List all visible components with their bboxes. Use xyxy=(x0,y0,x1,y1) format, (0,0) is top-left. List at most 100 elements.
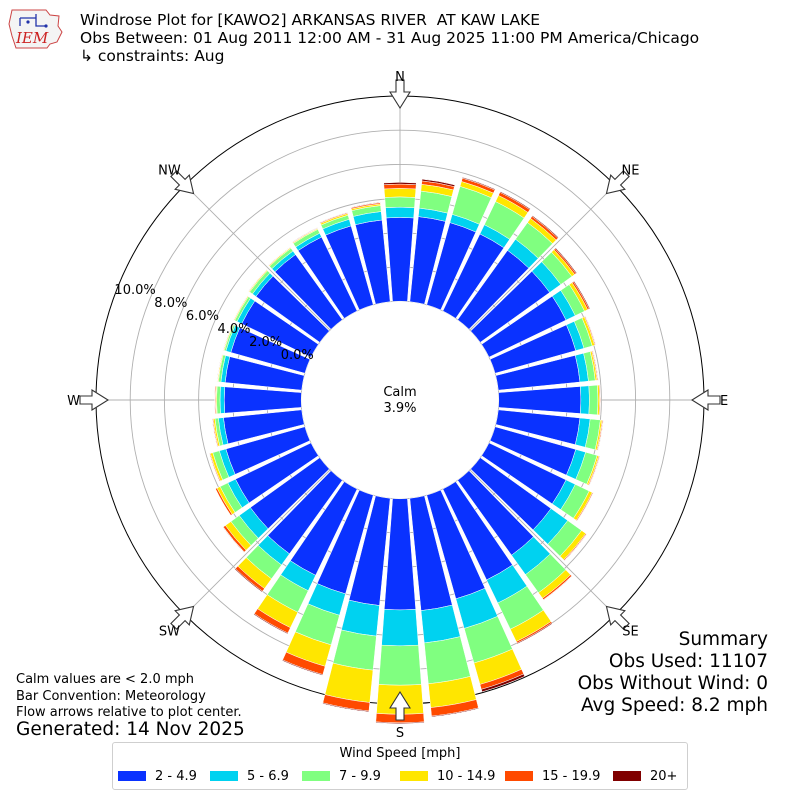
direction-label-n: N xyxy=(395,70,405,85)
direction-label-e: E xyxy=(720,394,728,409)
grid-spoke xyxy=(184,469,331,616)
bar-segment xyxy=(233,295,248,321)
legend-item: 10 - 14.9 xyxy=(400,769,495,784)
bar-segment xyxy=(588,384,599,416)
legend-swatch xyxy=(302,771,330,781)
bar-segment xyxy=(499,191,531,210)
constraints: ↳ constraints: Aug xyxy=(80,47,225,65)
flow-arrows xyxy=(79,79,721,721)
bar-segment xyxy=(498,386,582,414)
bar-segment xyxy=(341,599,380,637)
bar-segment xyxy=(322,702,370,713)
bar-segment xyxy=(222,323,233,351)
bar-segment xyxy=(563,533,588,561)
flow-arrow-icon xyxy=(389,79,411,110)
iem-logo: IEM xyxy=(8,9,63,49)
bar-segment xyxy=(378,644,422,686)
calm-note: Calm values are < 2.0 mph xyxy=(16,672,195,687)
bar-segment xyxy=(332,629,377,671)
generated-date: Generated: 14 Nov 2025 xyxy=(16,719,245,740)
radial-tick-label: 2.0% xyxy=(249,335,282,350)
bar-segment xyxy=(350,201,381,209)
radial-tick-label: 10.0% xyxy=(114,283,155,298)
direction-label-s: S xyxy=(396,726,404,741)
legend-swatch xyxy=(505,771,533,781)
bar-segment xyxy=(576,492,594,522)
bar-segment xyxy=(383,188,417,198)
legend-swatch xyxy=(400,771,428,781)
direction-label-nw: NW xyxy=(158,163,181,178)
bar-segment xyxy=(531,215,559,239)
flow-arrow-icon xyxy=(170,170,195,195)
bar-segment xyxy=(375,721,425,724)
direction-label-w: W xyxy=(67,394,80,409)
calm-value: 3.9% xyxy=(383,401,416,416)
direction-label-se: SE xyxy=(622,625,638,640)
summary-title: Summary xyxy=(678,629,768,650)
legend-swatch xyxy=(118,771,146,781)
legend-item: 7 - 9.9 xyxy=(302,769,381,784)
bar-segment xyxy=(573,280,591,310)
radial-tick-label: 6.0% xyxy=(186,309,219,324)
legend: Wind Speed [mph] 2 - 4.9 5 - 6.9 7 - 9.9… xyxy=(112,742,688,790)
flow-arrows-note: Flow arrows relative to plot center. xyxy=(16,705,242,720)
bar-segment xyxy=(383,182,417,185)
bar-segment xyxy=(420,604,461,644)
bar-segment xyxy=(381,609,419,647)
flow-arrow-icon xyxy=(690,389,721,411)
bar-segment xyxy=(383,498,417,611)
bar-segment xyxy=(554,247,578,274)
legend-label: 20+ xyxy=(650,769,678,784)
bar-segment xyxy=(588,455,601,486)
logo-text: IEM xyxy=(15,29,49,47)
bar-segment xyxy=(584,315,597,346)
flow-arrow-icon xyxy=(605,170,630,195)
legend-label: 2 - 4.9 xyxy=(155,769,197,784)
windrose-bars xyxy=(208,177,604,724)
legend-item: 15 - 19.9 xyxy=(505,769,600,784)
legend-label: 10 - 14.9 xyxy=(437,769,496,784)
bar-segment xyxy=(385,206,415,219)
legend-item: 5 - 6.9 xyxy=(210,769,289,784)
legend-label: 15 - 19.9 xyxy=(542,769,601,784)
bar-segment xyxy=(592,350,599,381)
bar-segment xyxy=(281,659,324,676)
bar-segment xyxy=(543,575,573,601)
bar-segment xyxy=(208,453,220,482)
bar-segment xyxy=(462,177,496,191)
bar-segment xyxy=(248,269,267,292)
bar-segment xyxy=(253,613,289,635)
bar-segment xyxy=(383,183,417,190)
bar-segment xyxy=(386,217,414,302)
grid-spoke xyxy=(469,469,616,616)
summary-obs-without-wind: Obs Without Wind: 0 xyxy=(577,673,768,694)
obs-between: Obs Between: 01 Aug 2011 12:00 AM - 31 A… xyxy=(80,29,700,47)
summary-avg-speed: Avg Speed: 8.2 mph xyxy=(580,695,768,716)
radial-tick-label: 0.0% xyxy=(281,348,314,363)
bar-segment xyxy=(214,385,216,415)
bar-segment xyxy=(319,212,348,224)
bar-segment xyxy=(384,196,416,208)
grid-spoke xyxy=(184,184,331,331)
radial-tick-label: 4.0% xyxy=(217,322,250,337)
legend-item: 2 - 4.9 xyxy=(118,769,197,784)
calm-label: Calm xyxy=(383,385,416,400)
bar-segment xyxy=(421,178,456,187)
bar-segment xyxy=(423,636,471,685)
legend-swatch xyxy=(613,771,641,781)
bar-segment xyxy=(222,526,245,553)
legend-item: 20+ xyxy=(613,769,677,784)
bar-segment xyxy=(211,418,218,447)
direction-label-sw: SW xyxy=(159,625,180,640)
bar-segment xyxy=(431,707,479,718)
bar-segment xyxy=(580,385,590,415)
flow-arrow-icon xyxy=(605,605,630,630)
flow-arrow-icon xyxy=(79,389,110,411)
bar-segment xyxy=(268,246,291,266)
bar-segment xyxy=(214,488,232,516)
calm-center xyxy=(301,301,499,499)
bar-convention-note: Bar Convention: Meteorology xyxy=(16,689,206,704)
grid-spoke xyxy=(469,184,616,331)
bar-segment xyxy=(481,673,526,693)
